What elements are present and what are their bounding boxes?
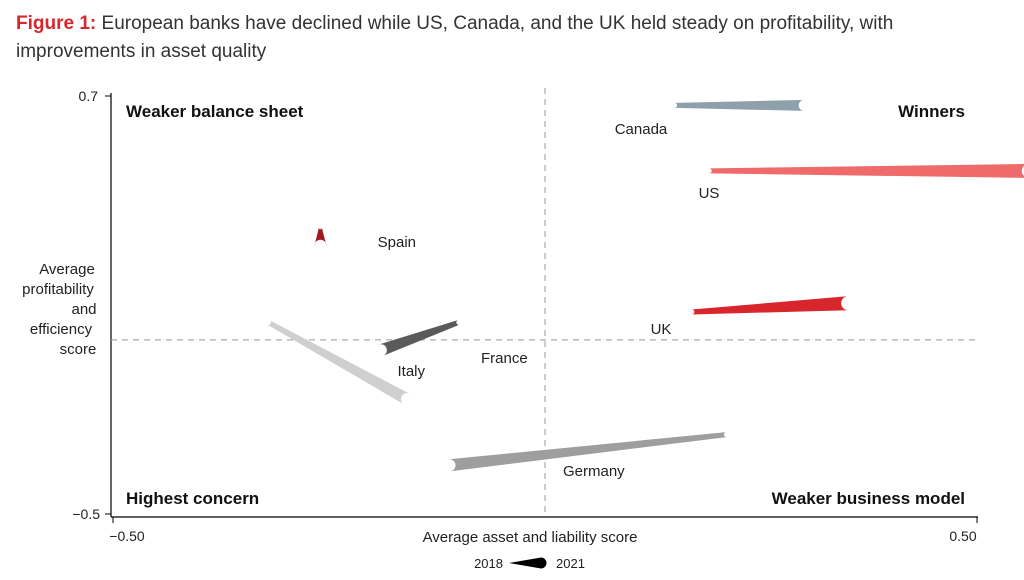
y-axis-label-line: and: [71, 301, 96, 318]
x-tick-label-left: −0.50: [109, 528, 145, 544]
trajectory-italy: [267, 320, 410, 405]
figure-title-text: European banks have declined while US, C…: [16, 13, 894, 62]
trajectory-spain: [314, 227, 327, 246]
legend: 2018 2021: [474, 556, 585, 571]
x-tick-label-right: 0.50: [949, 528, 976, 544]
y-tick-label-top: 0.7: [79, 88, 99, 104]
y-axis-label-line: efficiency: [30, 321, 93, 338]
y-axis-label-line: Average: [39, 261, 95, 278]
quadrant-label-bottom-right: Weaker business model: [772, 489, 965, 508]
trajectory-us: [709, 163, 1024, 178]
figure-title: Figure 1: European banks have declined w…: [16, 10, 1006, 66]
data-label-us: US: [699, 185, 720, 202]
quadrant-label-top-right: Winners: [898, 102, 965, 121]
data-label-germany: Germany: [563, 463, 625, 480]
data-label-italy: Italy: [397, 363, 425, 380]
trajectory-canada: [674, 99, 805, 111]
data-label-uk: UK: [651, 321, 672, 338]
y-tick-label-bottom: −0.5: [72, 506, 100, 522]
figure-label: Figure 1:: [16, 13, 97, 34]
data-label-canada: Canada: [615, 121, 668, 138]
data-labels: Canada US Spain UK France Italy Germany: [378, 121, 720, 480]
data-marks: [267, 99, 1024, 472]
legend-taper-icon: [509, 557, 547, 569]
y-axis-label-line: profitability: [22, 281, 94, 298]
x-axis-label: Average asset and liability score: [423, 529, 638, 546]
quadrant-label-top-left: Weaker balance sheet: [126, 102, 304, 121]
y-axis-label: Average profitability and efficiency sco…: [22, 261, 96, 358]
y-axis-label-line: score: [60, 341, 97, 358]
trajectory-france: [378, 320, 460, 356]
data-label-spain: Spain: [378, 234, 416, 251]
legend-start-label: 2018: [474, 556, 503, 571]
trajectory-germany: [449, 432, 727, 472]
quadrant-label-bottom-left: Highest concern: [126, 489, 259, 508]
data-label-france: France: [481, 350, 528, 367]
legend-end-label: 2021: [556, 556, 585, 571]
trajectory-uk: [691, 296, 848, 315]
